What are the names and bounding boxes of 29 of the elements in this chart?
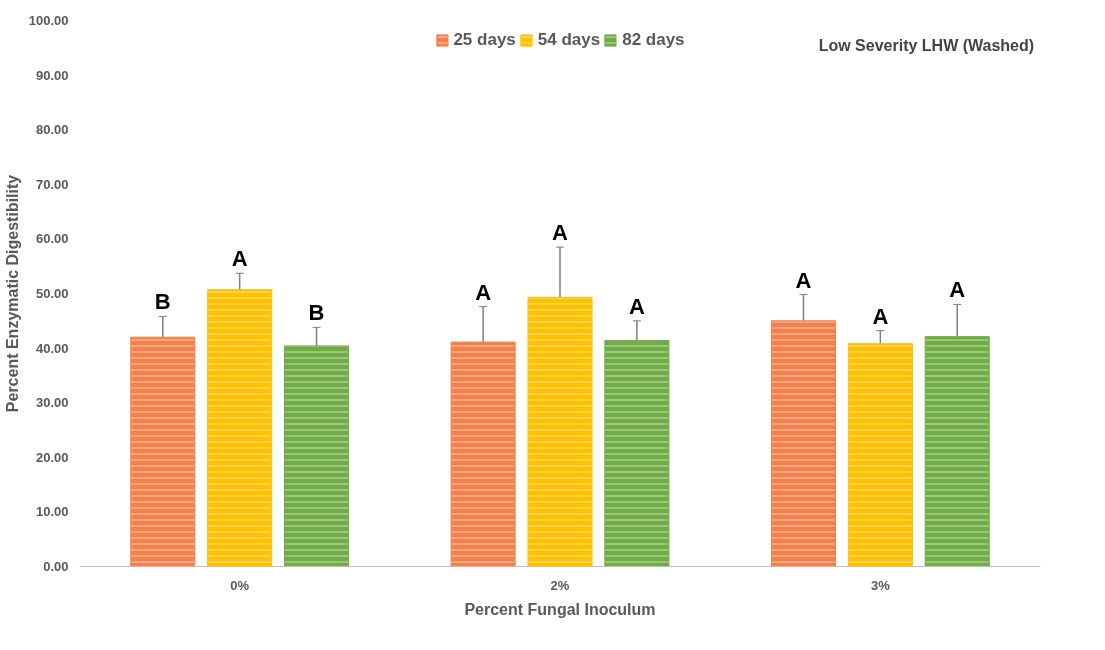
y-tick-label: 50.00 [35,286,69,301]
x-tick-label: 2% [550,577,570,593]
annotation: A [231,246,248,272]
legend-label: 54 days [537,30,601,50]
y-axis-title: Percent Enzymatic Digestibility [3,174,21,413]
y-tick-label: 100.00 [28,13,69,28]
annotation: A [795,267,812,293]
annotation: A [475,279,492,305]
y-tick-label: 30.00 [35,395,69,411]
annotation: A [552,220,569,246]
y-tick-label: 90.00 [35,67,69,83]
y-tick-label: 40.00 [35,340,69,356]
y-tick-label: 70.00 [35,176,69,192]
text: Low Severity LHW (Washed) [818,36,1035,54]
y-tick-label: 10.00 [35,504,69,520]
x-tick-label: 3% [870,577,891,593]
annotation: B [154,289,171,315]
annotation: A [949,277,966,303]
x-tick-label: 0% [230,577,250,593]
y-tick-label: 20.00 [35,449,69,465]
annotation: A [628,293,645,319]
y-tick-label: 80.00 [35,122,69,138]
annotation: B [308,300,325,326]
annotation: A [872,303,889,329]
legend-label: 82 days [622,30,685,50]
legend-label: 25 days [453,30,516,50]
y-tick-label: 0.00 [43,559,69,574]
y-tick-label: 60.00 [35,231,69,247]
x-axis-title: Percent Fungal Inoculum [464,600,656,618]
